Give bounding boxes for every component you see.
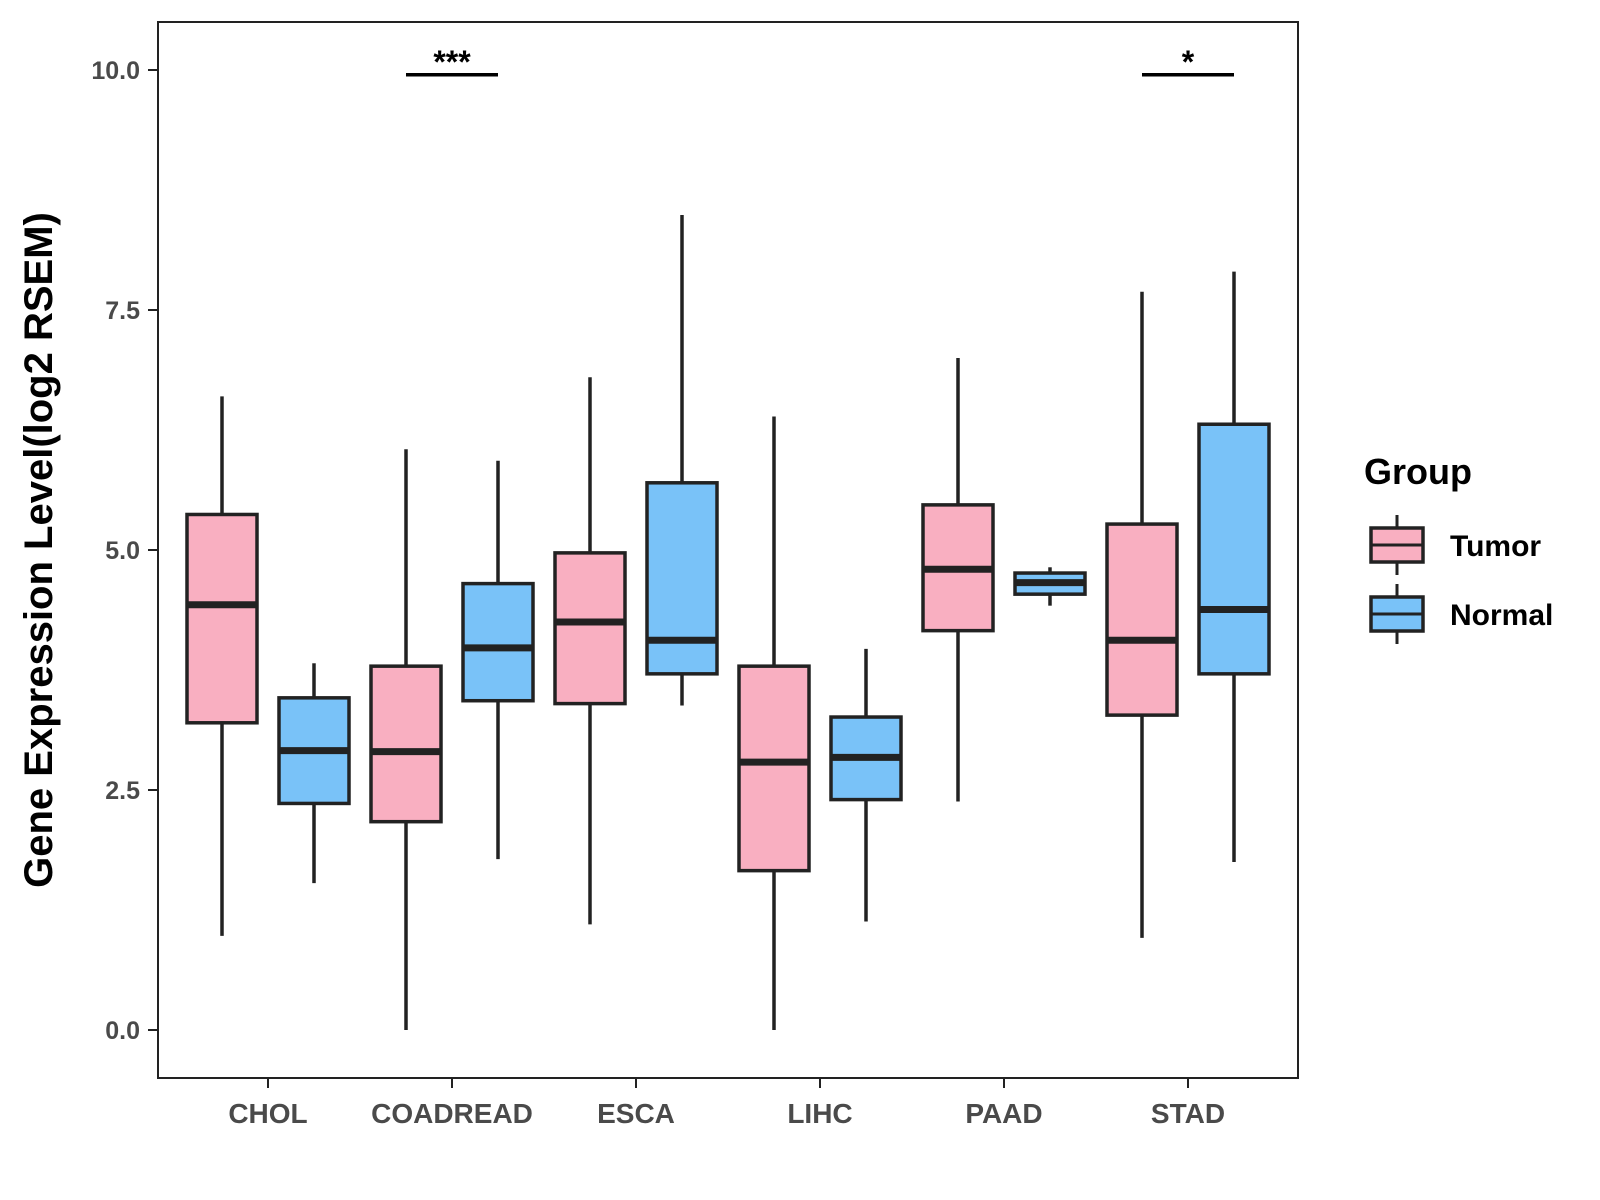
y-tick-label: 5.0 (105, 537, 140, 565)
x-tick-label-esca: ESCA (597, 1098, 675, 1129)
y-axis-title: Gene Expression Level(log2 RSEM) (17, 212, 61, 888)
legend-layer: Group Tumor Normal (1364, 451, 1553, 644)
box-body (1197, 422, 1271, 676)
x-tick-label-chol: CHOL (228, 1098, 307, 1129)
x-tick-label-paad: PAAD (965, 1098, 1042, 1129)
box-body (461, 581, 535, 703)
y-tick-label: 0.0 (105, 1017, 140, 1045)
box-tumor-paad (921, 358, 995, 802)
x-tick-label-coadread: COADREAD (371, 1098, 533, 1129)
box-normal-lihc (829, 648, 903, 922)
box-normal-esca (645, 214, 719, 706)
axes-layer: 0.0 2.5 5.0 7.5 10.0 CHOL COADREAD ESCA LIHC PAAD… (17, 57, 1225, 1129)
box-tumor-stad (1105, 291, 1179, 938)
box-body (369, 664, 443, 824)
box-body (645, 481, 719, 676)
box-body (185, 512, 259, 725)
y-tick-label: 10.0 (91, 57, 140, 85)
y-tick-label: 7.5 (105, 297, 140, 325)
legend-title: Group (1364, 451, 1472, 492)
y-tick-label: 2.5 (105, 777, 140, 805)
legend-label-normal: Normal (1450, 599, 1553, 632)
box-normal-chol (277, 663, 351, 884)
box-normal-stad (1197, 271, 1271, 862)
box-tumor-chol (185, 396, 259, 936)
box-tumor-coadread (369, 449, 443, 1030)
significance-label-stad: * (1182, 44, 1195, 80)
box-body (1105, 522, 1179, 717)
boxes-layer (185, 214, 1271, 1030)
annotations-layer: *** * (406, 44, 1234, 80)
x-tick-label-stad: STAD (1151, 1098, 1225, 1129)
box-body (737, 664, 811, 873)
box-body (553, 551, 627, 706)
x-tick-label-lihc: LIHC (787, 1098, 852, 1129)
box-normal-coadread (461, 460, 535, 860)
box-tumor-lihc (737, 416, 811, 1030)
box-normal-paad (1013, 567, 1087, 606)
legend-item-tumor: Tumor (1369, 515, 1541, 575)
box-tumor-esca (553, 377, 627, 925)
legend-item-normal: Normal (1369, 584, 1553, 644)
legend-label-tumor: Tumor (1450, 530, 1541, 563)
significance-label-coadread: *** (433, 44, 471, 80)
